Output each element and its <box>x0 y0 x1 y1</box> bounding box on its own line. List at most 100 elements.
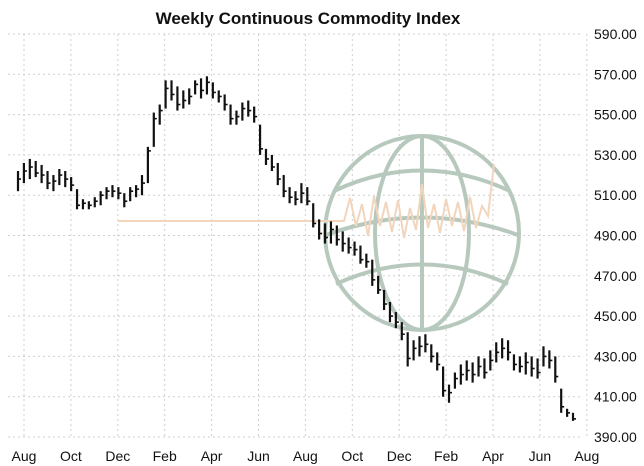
x-tick-label: Jun <box>247 448 270 464</box>
price-bar <box>258 124 264 155</box>
price-bar <box>176 86 181 111</box>
price-bar <box>111 185 116 198</box>
price-bar <box>64 171 69 188</box>
price-bar <box>459 364 464 385</box>
price-bar <box>93 197 98 208</box>
price-bar <box>430 344 435 363</box>
price-bar <box>241 102 246 121</box>
price-bar <box>28 158 33 180</box>
price-bar <box>105 187 110 200</box>
x-axis: Aug Oct Dec Feb Apr Jun Aug Oct Dec Feb Apr Jun Aug <box>12 448 600 464</box>
price-bar <box>140 175 145 196</box>
price-bar <box>223 94 228 111</box>
price-bar <box>518 356 523 373</box>
price-bar <box>52 175 57 192</box>
price-bar <box>146 146 151 184</box>
price-bar <box>194 80 199 95</box>
y-tick-label: 430.00 <box>594 348 637 364</box>
globe-latitude-bottom <box>335 262 509 286</box>
x-tick-label: Aug <box>574 448 599 464</box>
price-bar <box>87 201 92 210</box>
price-bar <box>323 223 329 244</box>
price-bar <box>471 362 476 383</box>
price-bar <box>99 191 104 206</box>
price-bar <box>264 148 269 165</box>
price-bar <box>318 219 323 240</box>
price-bar <box>158 104 163 125</box>
y-tick-label: 390.00 <box>594 429 637 445</box>
price-bar <box>400 322 405 341</box>
price-bar <box>512 354 517 371</box>
price-bar <box>312 203 317 228</box>
y-tick-label: 490.00 <box>594 228 637 244</box>
x-tick-label: Dec <box>387 448 412 464</box>
price-bar <box>565 408 571 417</box>
x-tick-label: Aug <box>12 448 37 464</box>
price-bar <box>229 104 234 125</box>
price-bar <box>536 358 541 379</box>
y-tick-label: 530.00 <box>594 147 637 163</box>
x-tick-label: Dec <box>105 448 130 464</box>
y-tick-label: 470.00 <box>594 268 637 284</box>
price-bar <box>560 388 565 413</box>
price-bar <box>388 301 393 323</box>
price-bar <box>524 352 529 375</box>
grid <box>8 33 588 438</box>
price-bar <box>418 336 423 357</box>
price-bar <box>530 356 535 377</box>
price-bar <box>306 187 311 206</box>
price-bar <box>288 187 293 204</box>
price-bar <box>16 171 21 192</box>
price-bar <box>542 346 547 367</box>
price-bar <box>164 80 169 109</box>
price-bar <box>406 332 411 367</box>
price-bar <box>447 384 453 403</box>
price-bar <box>34 160 39 178</box>
price-bar <box>495 342 500 363</box>
chart-title: Weekly Continuous Commodity Index <box>156 9 461 28</box>
price-bar <box>217 90 222 103</box>
price-bar <box>394 312 399 329</box>
price-bar <box>123 193 128 208</box>
price-bar <box>188 88 193 105</box>
y-tick-label: 410.00 <box>594 389 637 405</box>
price-bar <box>353 241 358 256</box>
price-bar <box>571 412 576 421</box>
price-bar <box>453 372 458 389</box>
price-bar <box>282 175 287 198</box>
price-bar <box>442 366 447 397</box>
price-bar <box>40 164 45 184</box>
x-tick-label: Feb <box>153 448 177 464</box>
price-bar <box>46 171 51 190</box>
price-bar <box>483 358 488 379</box>
price-bar <box>365 253 370 268</box>
price-bar <box>341 231 346 252</box>
price-bar <box>335 225 340 246</box>
price-bar <box>81 199 86 210</box>
price-bar <box>465 360 470 381</box>
price-bar <box>70 177 75 192</box>
price-bar <box>170 80 175 101</box>
globe-price-line <box>118 163 495 239</box>
price-bar <box>300 183 305 204</box>
price-bar <box>506 340 512 361</box>
price-bars <box>16 76 576 421</box>
y-tick-label: 550.00 <box>594 107 637 123</box>
globe-latitude-top <box>333 168 511 193</box>
price-bar <box>270 154 275 172</box>
price-bar <box>294 191 299 206</box>
price-bar <box>477 356 482 377</box>
x-tick-label: Aug <box>293 448 318 464</box>
price-bar <box>182 90 187 109</box>
price-bar <box>75 189 81 210</box>
price-bar <box>58 169 63 186</box>
x-tick-label: Jun <box>529 448 552 464</box>
price-bar <box>205 76 210 95</box>
y-tick-label: 590.00 <box>594 26 637 42</box>
price-bar <box>412 340 417 361</box>
globe-watermark-icon <box>118 134 521 332</box>
price-bar <box>235 110 240 125</box>
x-tick-label: Apr <box>201 448 223 464</box>
